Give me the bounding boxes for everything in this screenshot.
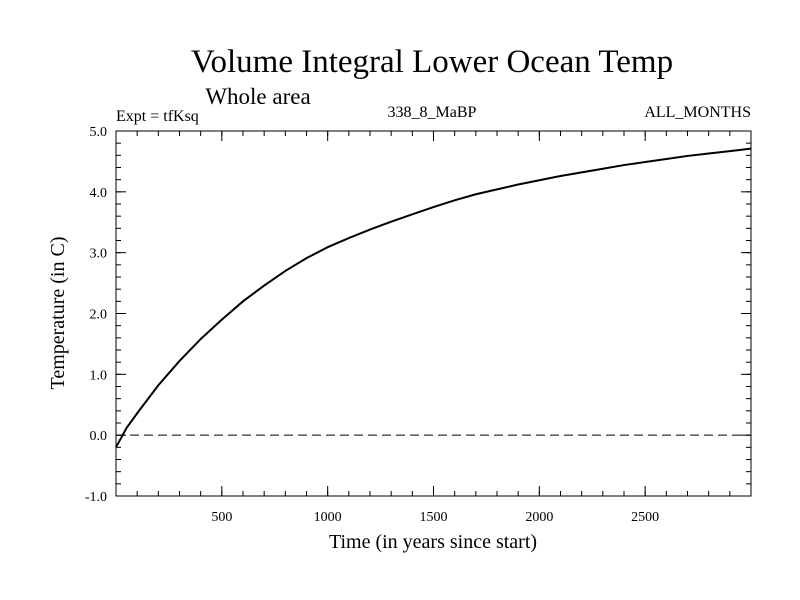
x-axis-label: Time (in years since start) bbox=[329, 531, 537, 553]
x-tick-label: 1500 bbox=[420, 510, 448, 525]
y-tick-label: 1.0 bbox=[90, 368, 108, 383]
y-tick-label: -1.0 bbox=[85, 490, 107, 505]
y-tick-label: 4.0 bbox=[90, 186, 108, 201]
chart-subtitle: Whole area bbox=[205, 84, 310, 109]
plot-frame bbox=[115, 130, 752, 497]
chart-title: Volume Integral Lower Ocean Temp bbox=[191, 44, 673, 80]
y-tick-label: 2.0 bbox=[90, 308, 108, 323]
y-tick-label: 5.0 bbox=[90, 125, 108, 140]
major-ticks bbox=[116, 130, 751, 497]
y-axis-label: Temperature (in C) bbox=[47, 237, 69, 390]
y-tick-labels: -1.0 0.0 1.0 2.0 3.0 4.0 5.0 bbox=[85, 125, 107, 505]
x-tick-label: 500 bbox=[211, 510, 232, 525]
x-tick-labels: 500 1000 1500 2000 2500 bbox=[211, 510, 659, 525]
y-tick-label: 0.0 bbox=[90, 429, 108, 444]
period-label: 338_8_MaBP bbox=[388, 104, 477, 121]
y-tick-label: 3.0 bbox=[90, 247, 108, 262]
x-tick-label: 2000 bbox=[525, 510, 553, 525]
x-tick-label: 1000 bbox=[314, 510, 342, 525]
x-tick-label: 2500 bbox=[631, 510, 659, 525]
experiment-label: Expt = tfKsq bbox=[116, 108, 199, 125]
minor-ticks bbox=[116, 131, 751, 496]
months-label: ALL_MONTHS bbox=[644, 104, 751, 121]
temperature-series-line bbox=[115, 147, 752, 448]
